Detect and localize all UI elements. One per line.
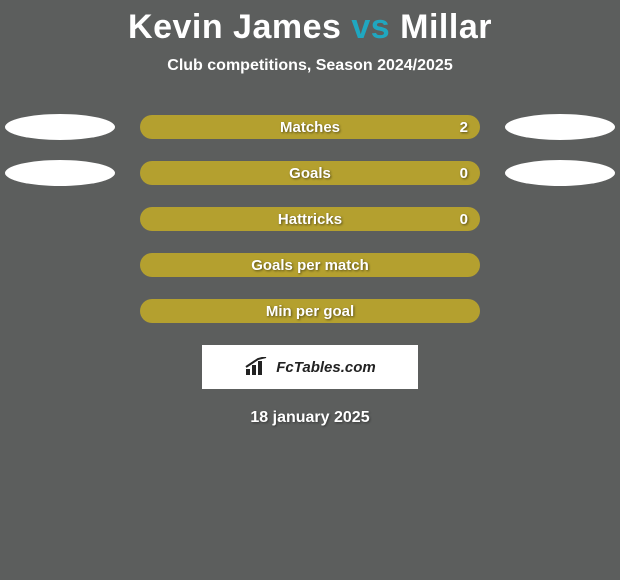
source-badge: FcTables.com <box>202 345 418 389</box>
ellipse-right <box>505 160 615 186</box>
stat-bar: Goals 0 <box>140 161 480 185</box>
stat-row-matches: Matches 2 <box>0 115 620 139</box>
stat-label: Goals per match <box>251 257 369 274</box>
stat-label: Min per goal <box>266 303 354 320</box>
stat-value: 2 <box>460 119 468 136</box>
badge-text: FcTables.com <box>276 359 375 376</box>
player1-name: Kevin James <box>128 8 341 46</box>
stat-label: Matches <box>280 119 340 136</box>
ellipse-left <box>5 160 115 186</box>
stat-row-hattricks: Hattricks 0 <box>0 207 620 231</box>
stat-bar: Goals per match <box>140 253 480 277</box>
page-title: Kevin James vs Millar <box>128 8 492 47</box>
chart-icon <box>244 357 270 377</box>
stat-row-goals: Goals 0 <box>0 161 620 185</box>
date-label: 18 january 2025 <box>250 409 369 427</box>
subtitle: Club competitions, Season 2024/2025 <box>167 57 452 75</box>
stat-row-goals-per-match: Goals per match <box>0 253 620 277</box>
player2-name: Millar <box>400 8 492 46</box>
ellipse-right <box>505 114 615 140</box>
stat-value: 0 <box>460 211 468 228</box>
ellipse-left <box>5 114 115 140</box>
comparison-container: Kevin James vs Millar Club competitions,… <box>0 0 620 427</box>
stat-label: Goals <box>289 165 331 182</box>
stat-value: 0 <box>460 165 468 182</box>
stat-bar: Matches 2 <box>140 115 480 139</box>
stat-label: Hattricks <box>278 211 342 228</box>
stats-rows: Matches 2 Goals 0 Hattricks 0 Goals per … <box>0 115 620 323</box>
vs-label: vs <box>351 8 390 46</box>
stat-bar: Min per goal <box>140 299 480 323</box>
stat-bar: Hattricks 0 <box>140 207 480 231</box>
stat-row-min-per-goal: Min per goal <box>0 299 620 323</box>
